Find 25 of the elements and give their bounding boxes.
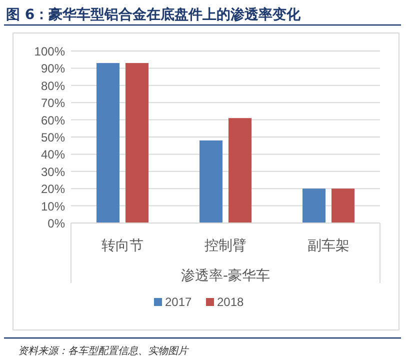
y-tick-label: 60% [40,113,66,128]
y-tick-label: 10% [40,199,66,214]
x-axis-title: 渗透率-豪华车 [180,268,270,284]
bar [332,188,354,223]
x-tick-label: 副车架 [308,238,350,254]
legend-label: 2018 [217,295,244,309]
x-tick-label: 控制臂 [204,238,246,254]
y-tick-label: 30% [40,164,66,179]
chart-title: 图 6：豪华车型铝合金在底盘件上的渗透率变化 [6,6,302,23]
y-tick-label: 100% [34,44,66,58]
y-tick-label: 80% [40,78,66,93]
bar [96,63,120,223]
y-tick-label: 40% [40,148,66,162]
y-tick-label: 70% [40,96,66,110]
bar [126,63,148,223]
y-tick-label: 50% [40,130,66,144]
bar [200,140,222,223]
bar [302,188,326,223]
y-tick-label: 20% [40,182,66,196]
y-tick-label: 90% [40,62,66,76]
legend-label: 2017 [165,295,192,309]
bar [228,118,252,223]
text: 资料来源：各车型配置信息、实物图片 [18,345,189,357]
x-tick-label: 转向节 [102,238,144,254]
y-tick-label: 0% [48,216,66,230]
